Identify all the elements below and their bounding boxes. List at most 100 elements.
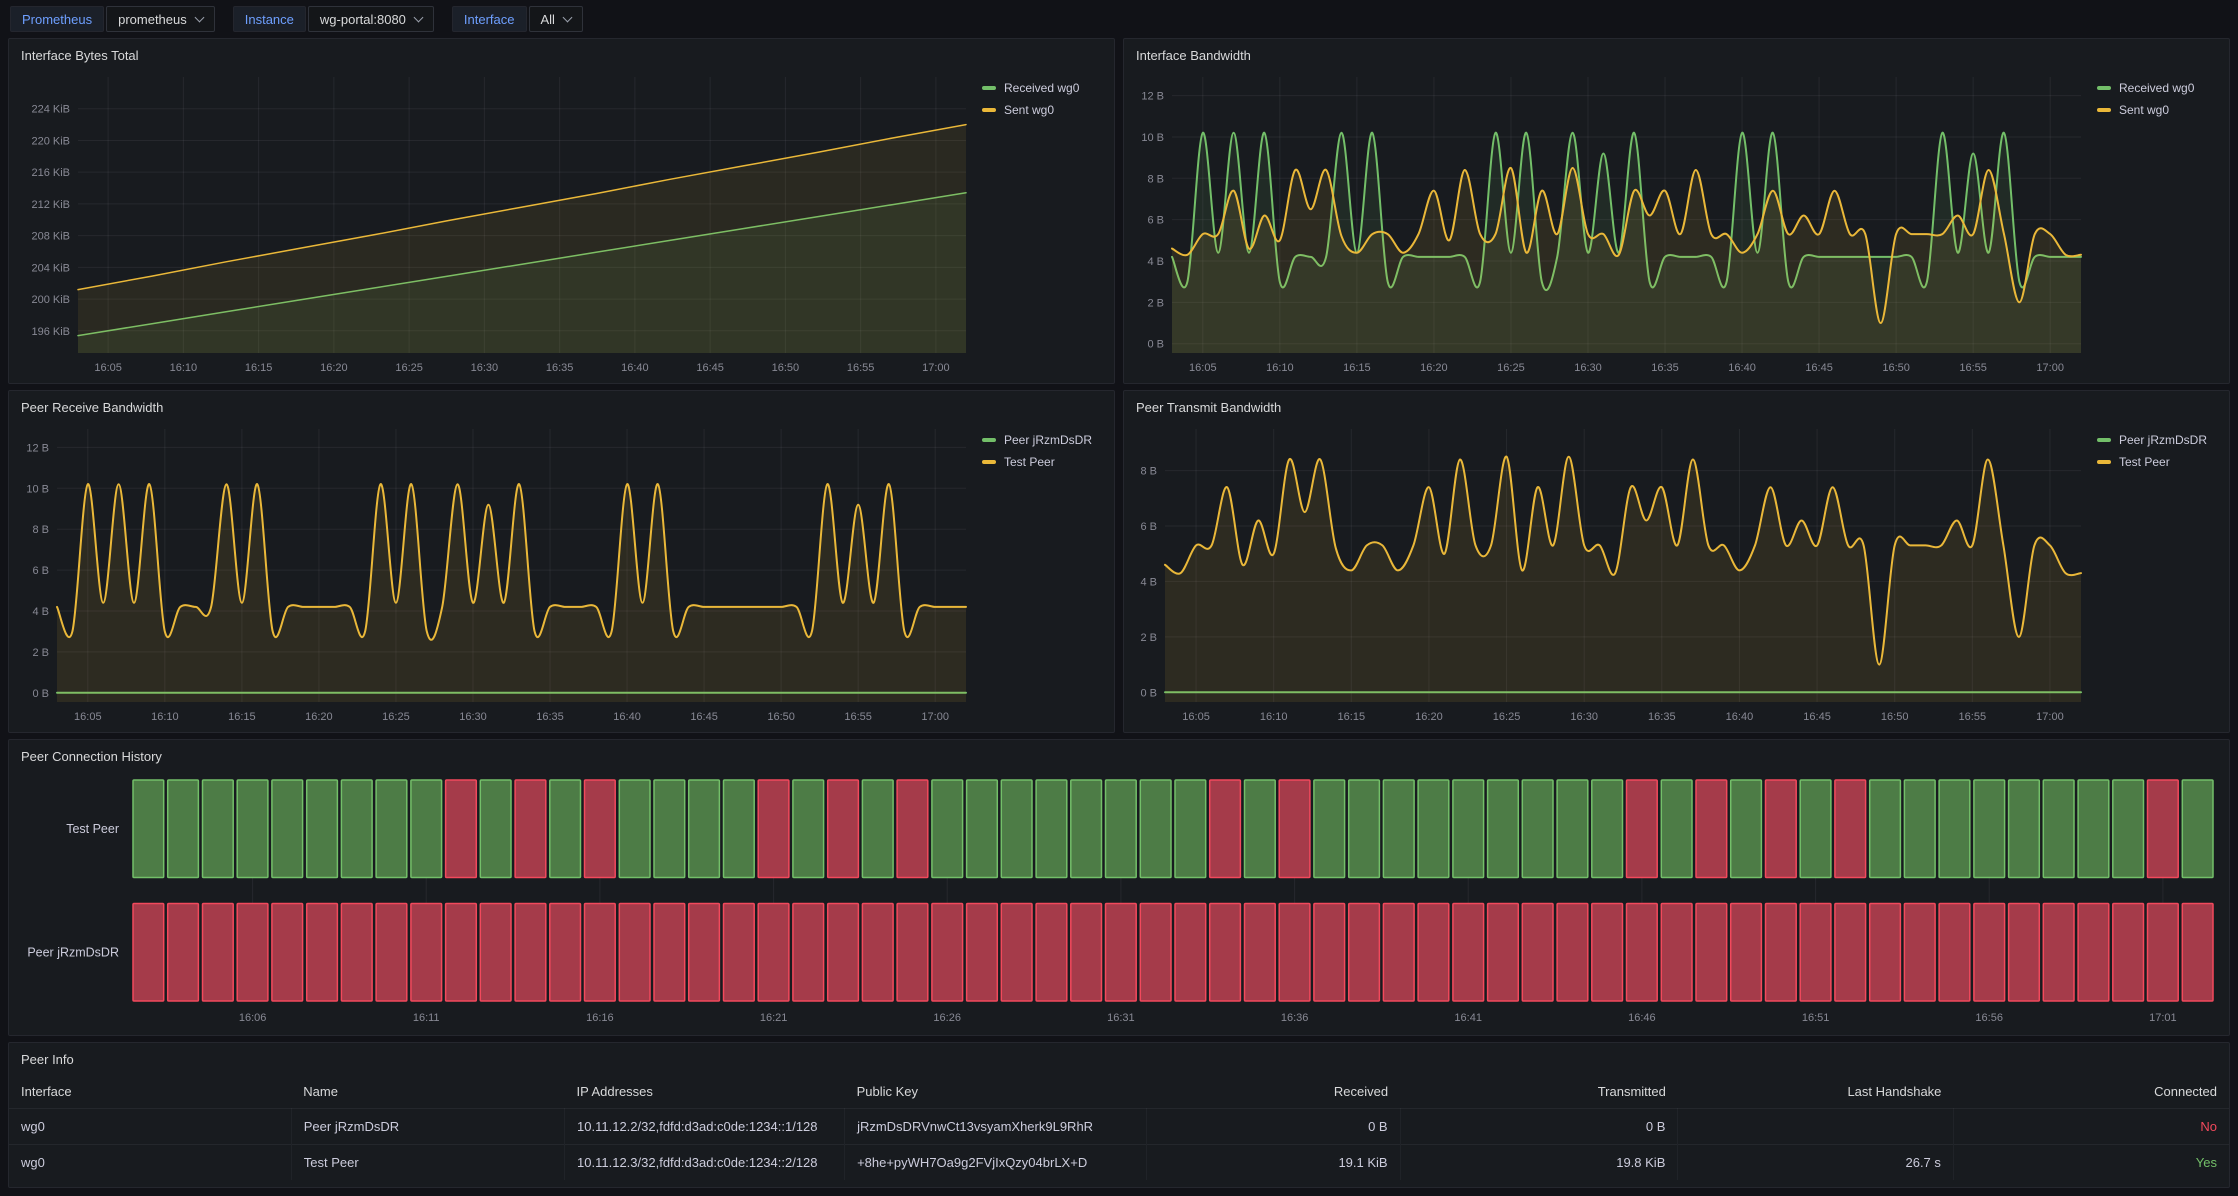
state-bar [1139, 779, 1172, 879]
timeline-row-label: Test Peer [66, 822, 119, 836]
series-line [77, 192, 967, 337]
timeseries-chart[interactable]: 196 KiB 200 KiB 204 KiB 208 KiB 212 KiB 216 K… [15, 67, 972, 379]
state-timeline-chart[interactable]: Test Peer Peer jRzmDsDR 16:06 16:11 16:16 16:… [15, 768, 2223, 1035]
column-header-interface[interactable]: Interface [21, 1084, 72, 1099]
svg-text:16:20: 16:20 [320, 362, 348, 374]
state-bar [1243, 779, 1276, 879]
state-bar [1070, 779, 1103, 879]
state-bar [514, 902, 547, 1002]
column-header-received[interactable]: Received [1333, 1084, 1389, 1099]
state-bar [1382, 902, 1415, 1002]
state-bar [1417, 902, 1450, 1002]
svg-text:16:40: 16:40 [621, 362, 649, 374]
svg-text:16:20: 16:20 [305, 711, 333, 723]
state-bar [1660, 902, 1693, 1002]
state-bar [1278, 902, 1311, 1002]
variable-value-instance-dropdown[interactable]: wg-portal:8080 [307, 6, 434, 32]
state-bar [1347, 779, 1381, 879]
variable-label-prometheus: Prometheus [10, 6, 105, 32]
timeseries-chart[interactable]: 0 B 2 B 4 B 6 B 8 B 10 B 12 B 16:05 16:10 16:15 16… [1130, 67, 2087, 379]
svg-text:2 B: 2 B [1140, 632, 1157, 644]
series-color-swatch [982, 108, 996, 112]
state-bar [1486, 779, 1520, 879]
panel-title[interactable]: Interface Bytes Total [21, 48, 139, 63]
series-color-swatch [2097, 438, 2111, 442]
series-color-swatch [2097, 108, 2111, 112]
svg-text:16:05: 16:05 [1189, 362, 1217, 374]
timeseries-chart[interactable]: 0 B 2 B 4 B 6 B 8 B 10 B 12 B 16:05 16:10 16:15 16… [15, 419, 972, 728]
panel-title[interactable]: Peer Connection History [21, 749, 162, 764]
state-bar [1903, 779, 1936, 879]
svg-text:17:01: 17:01 [2149, 1012, 2177, 1024]
state-bar [896, 902, 929, 1002]
panel-title[interactable]: Peer Info [21, 1052, 74, 1067]
timeseries-chart[interactable]: 0 B 2 B 4 B 6 B 8 B 16:05 16:10 16:15 16:20 16:25… [1130, 419, 2087, 728]
state-bar [1799, 779, 1832, 879]
state-bar [1938, 902, 1971, 1002]
svg-text:16:26: 16:26 [933, 1012, 961, 1024]
state-bar [965, 779, 999, 879]
table-row[interactable]: wg0 Test Peer 10.11.12.3/32,fdfd:d3ad:c0de… [9, 1144, 2229, 1180]
series-fill [57, 484, 966, 702]
column-header-ip-addresses[interactable]: IP Addresses [576, 1084, 653, 1099]
state-bar [826, 779, 860, 879]
panel-title[interactable]: Peer Transmit Bandwidth [1136, 400, 1282, 415]
legend-label: Peer jRzmDsDR [2119, 433, 2208, 447]
legend-item[interactable]: Sent wg0 [2097, 103, 2219, 117]
state-bar [1174, 779, 1207, 879]
legend-item[interactable]: Test Peer [2097, 455, 2219, 469]
series-color-swatch [982, 86, 996, 90]
legend-item[interactable]: Received wg0 [2097, 81, 2219, 95]
state-bar [687, 779, 721, 879]
svg-text:220 KiB: 220 KiB [31, 135, 70, 147]
svg-text:0 B: 0 B [1140, 687, 1157, 699]
svg-text:0 B: 0 B [1147, 339, 1164, 351]
legend-item[interactable]: Sent wg0 [982, 103, 1104, 117]
svg-text:8 B: 8 B [1140, 466, 1157, 478]
state-bar [618, 902, 651, 1002]
svg-text:200 KiB: 200 KiB [31, 294, 70, 306]
svg-text:16:35: 16:35 [536, 711, 564, 723]
legend-item[interactable]: Test Peer [982, 455, 1104, 469]
variable-instance: Instance wg-portal:8080 [232, 6, 434, 32]
table-cell: jRzmDsDRVnwCt13vsyamXherk9L9RhR [844, 1108, 1148, 1145]
panel-title[interactable]: Interface Bandwidth [1136, 48, 1251, 63]
svg-text:16:06: 16:06 [239, 1012, 267, 1024]
state-bar [132, 902, 165, 1002]
panel-title[interactable]: Peer Receive Bandwidth [21, 400, 164, 415]
state-bar [1035, 779, 1068, 879]
column-header-public-key[interactable]: Public Key [856, 1084, 918, 1099]
table-row[interactable]: wg0 Peer jRzmDsDR 10.11.12.2/32,fdfd:d3ad:… [9, 1108, 2229, 1145]
legend-item[interactable]: Received wg0 [982, 81, 1104, 95]
legend: Peer jRzmDsDR Test Peer [2087, 419, 2223, 728]
variable-value-prometheus-dropdown[interactable]: prometheus [106, 6, 215, 32]
state-bar [132, 779, 165, 879]
series-fill [1165, 456, 2081, 702]
variable-value-interface-dropdown[interactable]: All [528, 6, 583, 32]
peer-info-table-wrap: Interface Name IP Addresses Public Key Recei… [9, 1075, 2229, 1187]
state-bar [1000, 779, 1033, 879]
legend-item[interactable]: Peer jRzmDsDR [982, 433, 1104, 447]
svg-text:16:25: 16:25 [382, 711, 410, 723]
state-bar [757, 902, 790, 1002]
series-fill [1172, 132, 2081, 353]
svg-text:17:00: 17:00 [922, 362, 950, 374]
svg-text:204 KiB: 204 KiB [31, 262, 70, 274]
state-bar [1486, 902, 1520, 1002]
column-header-transmitted[interactable]: Transmitted [1597, 1084, 1666, 1099]
state-bar [757, 779, 790, 879]
column-header-name[interactable]: Name [303, 1084, 338, 1099]
state-bar [1695, 902, 1728, 1002]
state-bar [861, 779, 894, 879]
series-color-swatch [2097, 86, 2111, 90]
svg-text:8 B: 8 B [1147, 173, 1164, 185]
legend-label: Test Peer [1004, 455, 1055, 469]
state-bar [271, 902, 304, 1002]
column-header-last-handshake[interactable]: Last Handshake [1847, 1084, 1942, 1099]
state-bar [965, 902, 999, 1002]
table-cell: 10.11.12.2/32,fdfd:d3ad:c0de:1234::1/128 [564, 1108, 846, 1145]
svg-text:212 KiB: 212 KiB [31, 199, 70, 211]
legend-item[interactable]: Peer jRzmDsDR [2097, 433, 2219, 447]
svg-text:16:25: 16:25 [395, 362, 423, 374]
column-header-connected[interactable]: Connected [2154, 1084, 2217, 1099]
